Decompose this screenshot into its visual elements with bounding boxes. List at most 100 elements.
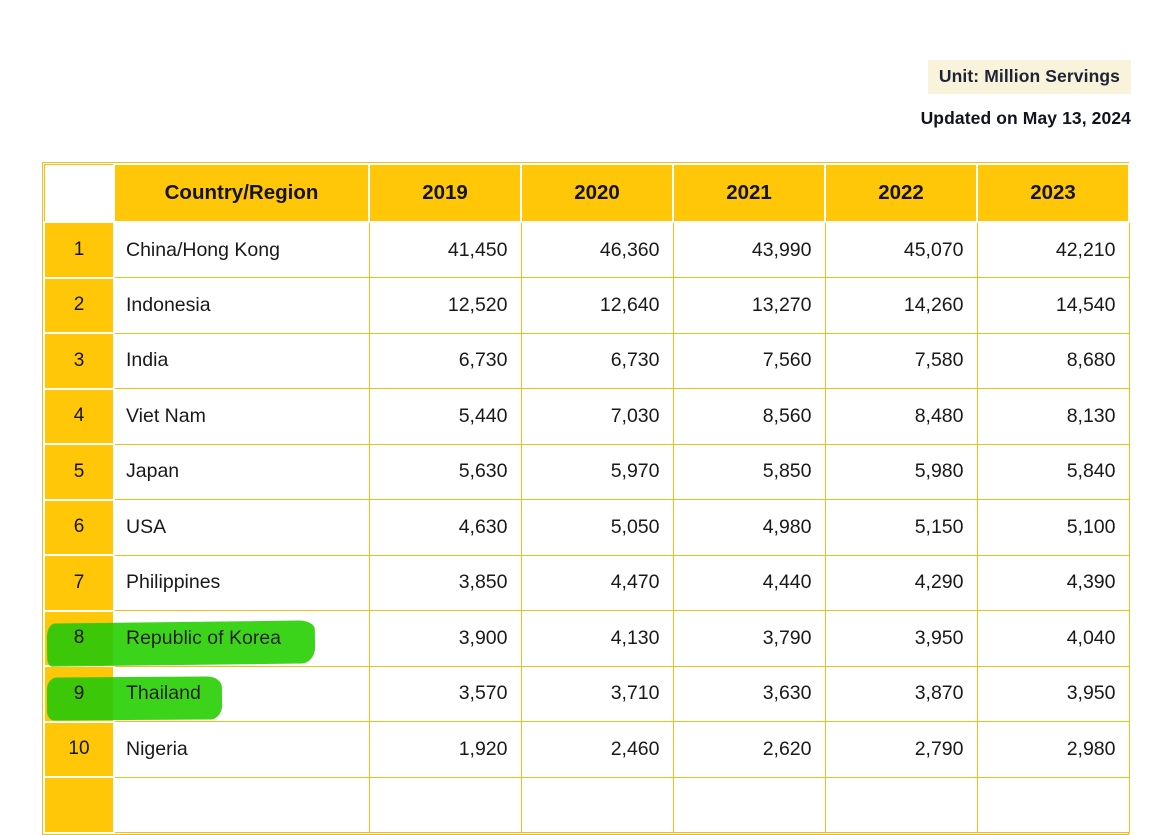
value-cell: 4,390 bbox=[976, 554, 1130, 611]
country-cell: Philippines bbox=[113, 554, 370, 611]
value-cell: 5,630 bbox=[368, 443, 522, 500]
value-cell: 5,100 bbox=[976, 499, 1130, 556]
value-cell: 8,480 bbox=[824, 388, 978, 445]
table-row: 10 Nigeria 1,920 2,460 2,620 2,790 2,980 bbox=[43, 720, 1130, 778]
value-cell: 2,620 bbox=[672, 721, 826, 778]
header-meta: Unit: Million Servings Updated on May 13… bbox=[921, 60, 1131, 129]
value-cell: 5,970 bbox=[520, 443, 674, 500]
table-header-row: Country/Region 2019 2020 2021 2022 2023 bbox=[43, 163, 1130, 223]
value-cell: 6,730 bbox=[368, 332, 522, 389]
value-cell: 3,630 bbox=[672, 665, 826, 722]
table-row: 4 Viet Nam 5,440 7,030 8,560 8,480 8,130 bbox=[43, 387, 1130, 445]
country-cell: USA bbox=[113, 499, 370, 556]
value-cell: 8,130 bbox=[976, 388, 1130, 445]
value-cell: 3,790 bbox=[672, 610, 826, 667]
column-header-country: Country/Region bbox=[113, 163, 370, 223]
country-cell bbox=[113, 776, 370, 833]
rank-cell: 5 bbox=[43, 443, 115, 501]
value-cell: 3,950 bbox=[824, 610, 978, 667]
value-cell: 2,790 bbox=[824, 721, 978, 778]
value-cell: 5,050 bbox=[520, 499, 674, 556]
value-cell: 12,640 bbox=[520, 277, 674, 334]
value-cell bbox=[824, 776, 978, 833]
value-cell: 3,850 bbox=[368, 554, 522, 611]
rank-cell: 2 bbox=[43, 276, 115, 334]
rank-cell: 8 bbox=[43, 609, 115, 667]
rank-cell: 4 bbox=[43, 387, 115, 445]
column-header-2022: 2022 bbox=[824, 163, 978, 223]
table-row-highlighted: 8 Republic of Korea 3,900 4,130 3,790 3,… bbox=[43, 609, 1130, 667]
value-cell: 45,070 bbox=[824, 221, 978, 278]
value-cell: 4,040 bbox=[976, 610, 1130, 667]
value-cell: 5,980 bbox=[824, 443, 978, 500]
value-cell: 2,460 bbox=[520, 721, 674, 778]
value-cell: 7,560 bbox=[672, 332, 826, 389]
unit-badge: Unit: Million Servings bbox=[927, 60, 1131, 94]
value-cell: 4,440 bbox=[672, 554, 826, 611]
table-row: 1 China/Hong Kong 41,450 46,360 43,990 4… bbox=[43, 221, 1130, 279]
column-header-2023: 2023 bbox=[976, 163, 1130, 223]
value-cell: 5,850 bbox=[672, 443, 826, 500]
country-cell: Viet Nam bbox=[113, 388, 370, 445]
value-cell bbox=[976, 776, 1130, 833]
value-cell: 5,840 bbox=[976, 443, 1130, 500]
country-cell: China/Hong Kong bbox=[113, 221, 370, 278]
country-cell: Thailand bbox=[113, 665, 370, 722]
column-header-2019: 2019 bbox=[368, 163, 522, 223]
value-cell: 5,150 bbox=[824, 499, 978, 556]
value-cell: 12,520 bbox=[368, 277, 522, 334]
value-cell: 3,710 bbox=[520, 665, 674, 722]
value-cell: 14,540 bbox=[976, 277, 1130, 334]
value-cell: 1,920 bbox=[368, 721, 522, 778]
value-cell: 41,450 bbox=[368, 221, 522, 278]
value-cell: 46,360 bbox=[520, 221, 674, 278]
value-cell: 8,560 bbox=[672, 388, 826, 445]
value-cell: 4,630 bbox=[368, 499, 522, 556]
column-header-2021: 2021 bbox=[672, 163, 826, 223]
table-row-highlighted: 9 Thailand 3,570 3,710 3,630 3,870 3,950 bbox=[43, 665, 1130, 723]
value-cell: 4,130 bbox=[520, 610, 674, 667]
rank-cell: 10 bbox=[43, 720, 115, 778]
rank-cell: 7 bbox=[43, 554, 115, 612]
value-cell: 4,290 bbox=[824, 554, 978, 611]
table-row-partial bbox=[43, 776, 1130, 834]
value-cell: 3,950 bbox=[976, 665, 1130, 722]
value-cell: 7,030 bbox=[520, 388, 674, 445]
value-cell: 4,470 bbox=[520, 554, 674, 611]
value-cell: 3,570 bbox=[368, 665, 522, 722]
value-cell: 7,580 bbox=[824, 332, 978, 389]
table-row: 7 Philippines 3,850 4,470 4,440 4,290 4,… bbox=[43, 554, 1130, 612]
table-row: 6 USA 4,630 5,050 4,980 5,150 5,100 bbox=[43, 498, 1130, 556]
country-cell: Japan bbox=[113, 443, 370, 500]
value-cell: 42,210 bbox=[976, 221, 1130, 278]
value-cell: 14,260 bbox=[824, 277, 978, 334]
table-row: 3 India 6,730 6,730 7,560 7,580 8,680 bbox=[43, 332, 1130, 390]
rank-cell bbox=[43, 776, 115, 834]
value-cell: 3,870 bbox=[824, 665, 978, 722]
value-cell: 2,980 bbox=[976, 721, 1130, 778]
rank-cell: 3 bbox=[43, 332, 115, 390]
country-cell: Nigeria bbox=[113, 721, 370, 778]
value-cell bbox=[368, 776, 522, 833]
rank-cell: 9 bbox=[43, 665, 115, 723]
rank-cell: 1 bbox=[43, 221, 115, 279]
table-row: 5 Japan 5,630 5,970 5,850 5,980 5,840 bbox=[43, 443, 1130, 501]
value-cell bbox=[520, 776, 674, 833]
table-row: 2 Indonesia 12,520 12,640 13,270 14,260 … bbox=[43, 276, 1130, 334]
country-cell: Indonesia bbox=[113, 277, 370, 334]
rank-cell: 6 bbox=[43, 498, 115, 556]
value-cell: 4,980 bbox=[672, 499, 826, 556]
value-cell: 8,680 bbox=[976, 332, 1130, 389]
value-cell bbox=[672, 776, 826, 833]
value-cell: 13,270 bbox=[672, 277, 826, 334]
value-cell: 43,990 bbox=[672, 221, 826, 278]
column-header-2020: 2020 bbox=[520, 163, 674, 223]
country-cell: India bbox=[113, 332, 370, 389]
corner-cell bbox=[43, 163, 115, 223]
value-cell: 6,730 bbox=[520, 332, 674, 389]
instant-noodle-demand-table: Country/Region 2019 2020 2021 2022 2023 … bbox=[43, 163, 1130, 834]
updated-date-text: Updated on May 13, 2024 bbox=[920, 108, 1131, 128]
country-cell: Republic of Korea bbox=[113, 610, 370, 667]
table-container: Country/Region 2019 2020 2021 2022 2023 … bbox=[42, 162, 1130, 835]
value-cell: 3,900 bbox=[368, 610, 522, 667]
